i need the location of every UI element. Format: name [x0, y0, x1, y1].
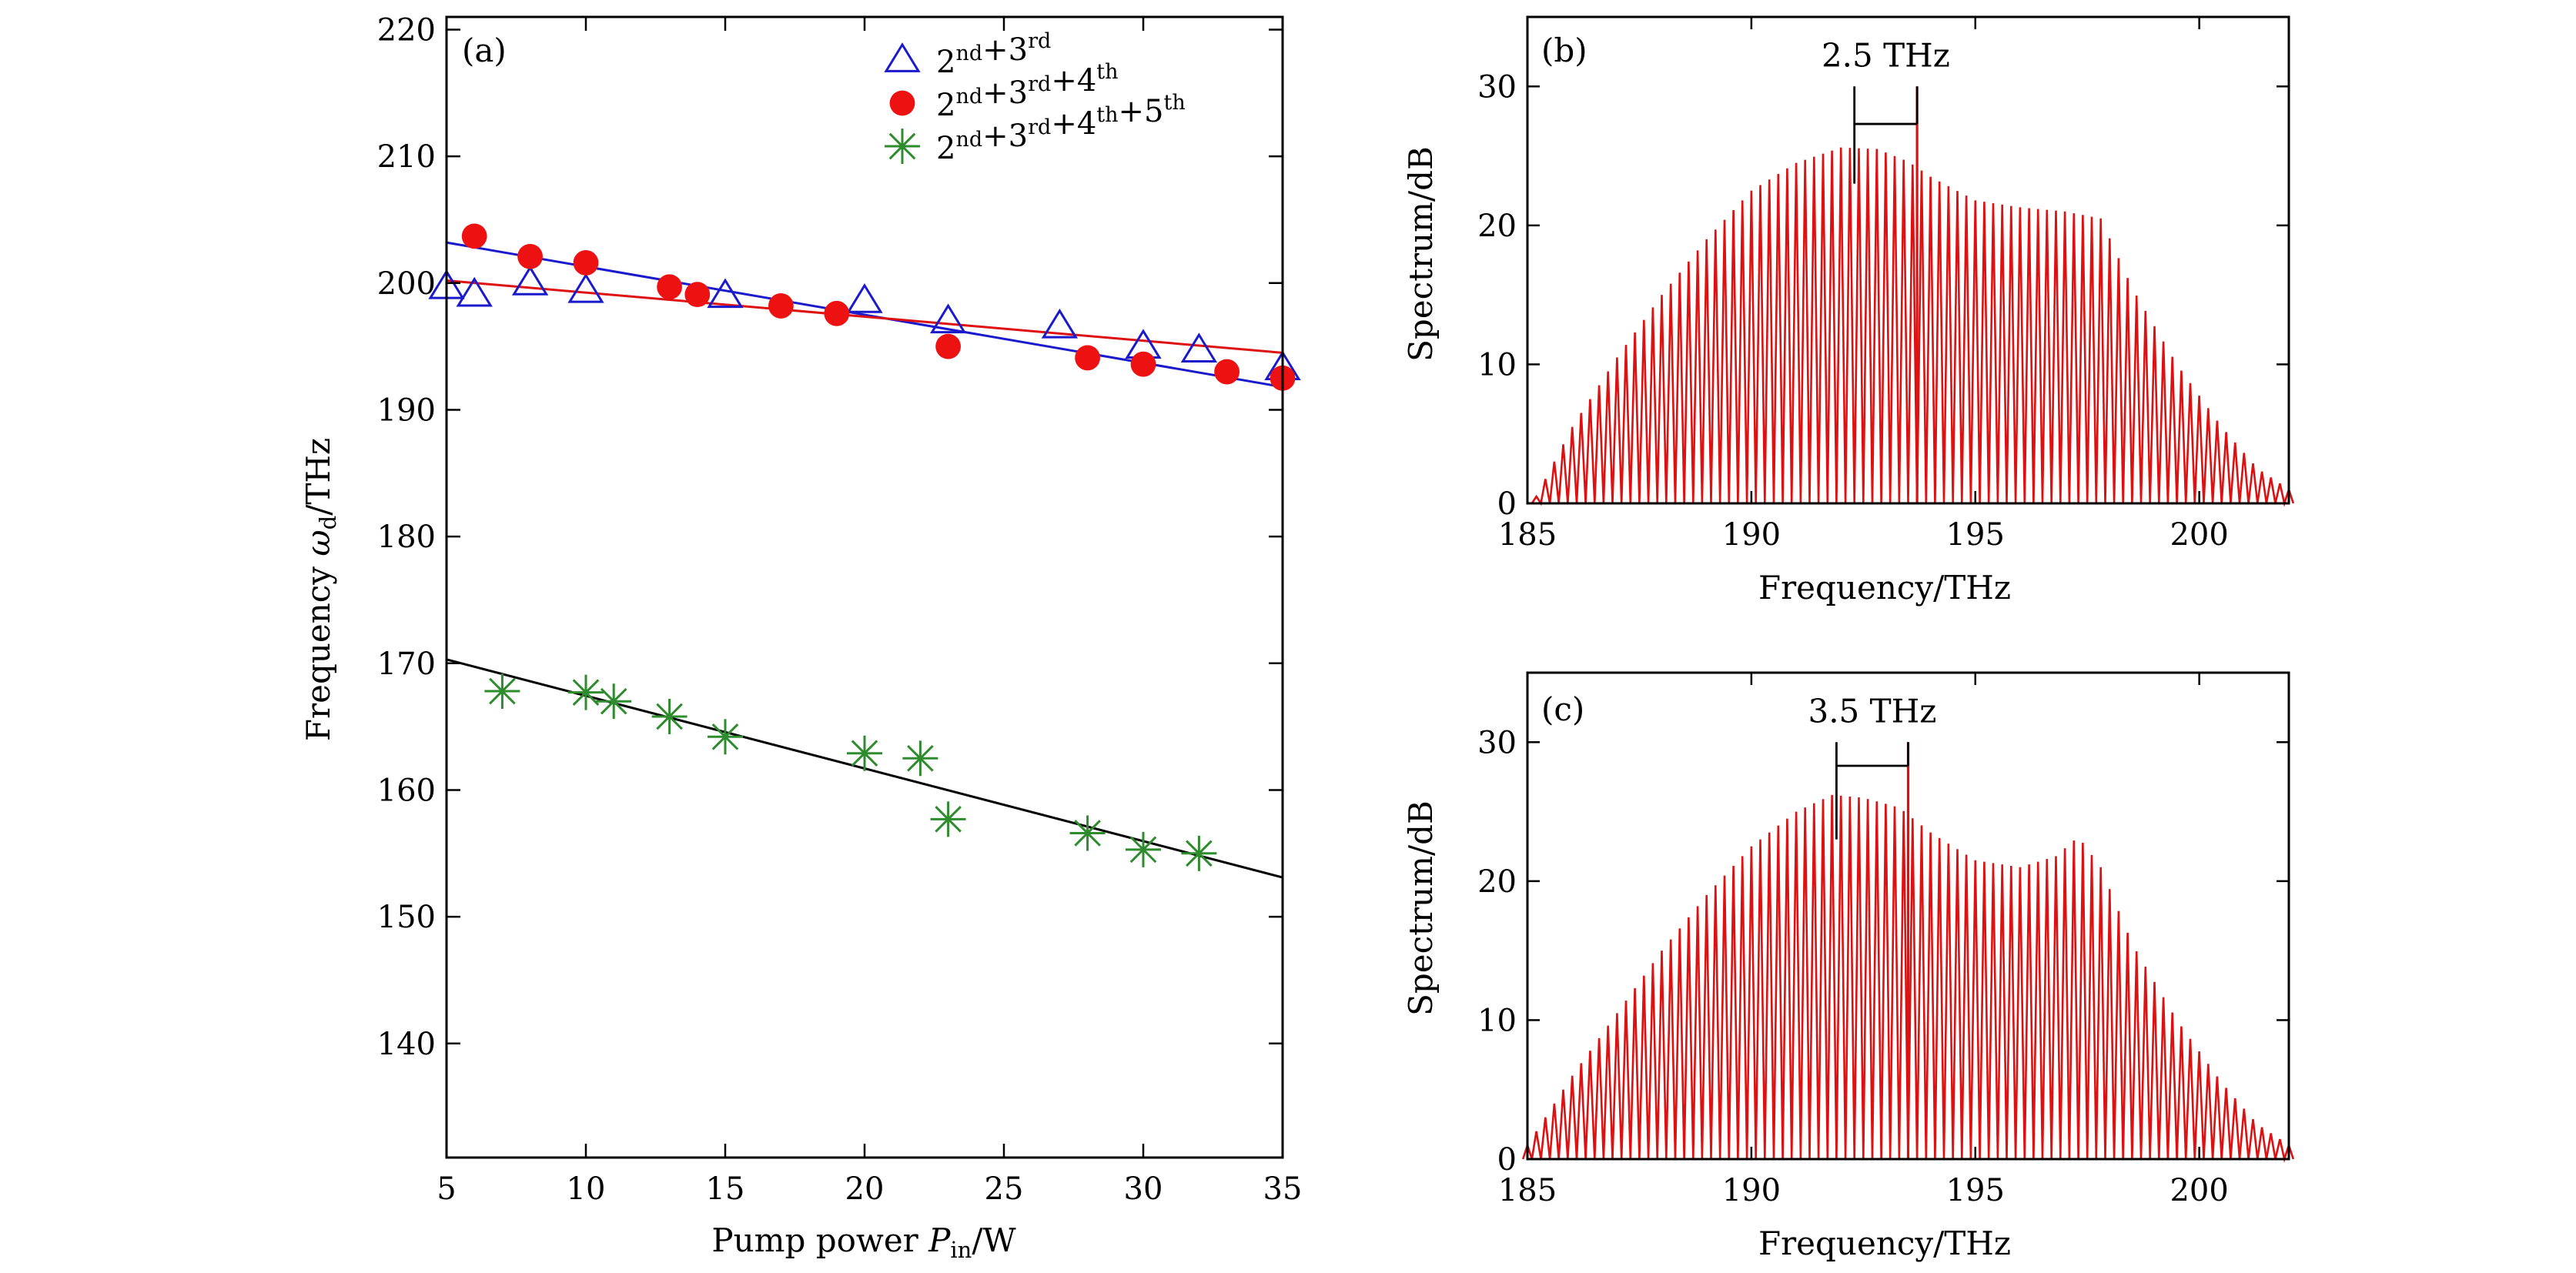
data-point — [657, 274, 682, 300]
y-tick-label: 20 — [1477, 209, 1517, 244]
data-point — [768, 293, 794, 319]
data-point — [1181, 835, 1217, 871]
x-tick-label: 190 — [1722, 517, 1781, 553]
x-tick-label: 15 — [706, 1171, 745, 1207]
data-point — [929, 303, 967, 334]
data-point — [884, 42, 921, 72]
data-point — [1126, 831, 1161, 867]
x-tick-label: 20 — [845, 1171, 885, 1207]
fit-line — [446, 241, 1283, 389]
x-axis-title: Pump power Pin/W — [711, 1221, 1016, 1263]
data-point — [885, 129, 920, 164]
data-point — [1075, 345, 1100, 371]
data-point — [461, 223, 487, 249]
spectrum-comb — [1531, 86, 2295, 507]
data-point — [1041, 308, 1079, 339]
data-point — [1069, 815, 1106, 851]
panel-c-spectrum: 185 190 195 200 0 10 20 30 3.5 THz (c) Frequenc… — [1402, 671, 2295, 1262]
legend-label: 2nd+3rd+4th+5th — [936, 91, 1186, 166]
data-point — [484, 673, 520, 710]
y-tick-label: 150 — [377, 900, 436, 935]
x-axis-title: Frequency/THz — [1758, 1225, 2011, 1262]
x-tick-label: 25 — [985, 1171, 1024, 1207]
data-point — [1130, 351, 1156, 377]
y-tick-label: 10 — [1477, 347, 1517, 383]
y-tick-label: 0 — [1497, 1142, 1517, 1178]
y-tick-label: 180 — [377, 520, 436, 555]
y-tick-label: 30 — [1477, 69, 1517, 105]
plot-frame — [1526, 15, 2290, 505]
y-axis-title: Spectrum/dB — [1402, 146, 1440, 362]
y-tick-label: 140 — [377, 1027, 436, 1062]
data-point — [902, 740, 938, 777]
panel-a-axes: 5 10 15 20 25 30 35 140 150 160 170 180 190 200 210 220 — [377, 12, 1303, 1207]
data-point — [846, 282, 883, 313]
panel-b-axes: 185 190 195 200 0 10 20 30 — [1477, 15, 2290, 553]
data-point — [889, 90, 915, 116]
data-point — [1180, 332, 1218, 363]
y-axis-title: Frequency ωd/THz — [299, 438, 341, 741]
y-tick-label: 190 — [377, 393, 436, 428]
x-tick-label: 185 — [1498, 1173, 1557, 1208]
data-point — [824, 300, 850, 326]
x-tick-label: 195 — [1946, 517, 2005, 553]
panel-a-scatter: (a) 5 10 15 20 25 30 35 140 150 160 170 180 190 200 21… — [299, 12, 1302, 1263]
data-point — [684, 282, 711, 308]
y-tick-label: 0 — [1497, 486, 1517, 522]
x-axis-title: Frequency/THz — [1758, 569, 2011, 606]
y-tick-label: 20 — [1477, 864, 1517, 900]
fit-line — [446, 279, 1283, 354]
data-point — [568, 674, 604, 710]
data-point — [573, 250, 599, 276]
y-tick-label: 170 — [377, 647, 436, 682]
y-tick-label: 30 — [1477, 725, 1517, 760]
data-point — [847, 735, 882, 771]
x-tick-label: 30 — [1124, 1171, 1163, 1207]
y-tick-label: 210 — [377, 139, 436, 175]
panel-c-axes: 185 190 195 200 0 10 20 30 — [1477, 671, 2290, 1208]
data-point — [930, 801, 966, 837]
data-point — [567, 272, 604, 303]
panel-b-spectrum: 185 190 195 200 0 10 20 30 2.5 THz (b) Frequenc… — [1402, 15, 2295, 606]
spacing-annotation: 2.5 THz — [1822, 36, 1950, 184]
x-tick-label: 200 — [2170, 517, 2228, 553]
data-point — [511, 265, 549, 296]
spectrum-line — [1531, 147, 2295, 507]
plot-frame — [445, 15, 1284, 1159]
panel-c-label: (c) — [1541, 690, 1584, 728]
x-tick-label: 190 — [1722, 1173, 1781, 1208]
data-point — [651, 698, 687, 734]
annotation-label: 2.5 THz — [1822, 36, 1950, 74]
spectrum-comb — [1521, 742, 2295, 1163]
panel-b-label: (b) — [1541, 32, 1587, 69]
spacing-annotation: 3.5 THz — [1808, 692, 1936, 840]
legend-label: 2nd+3rd — [936, 29, 1051, 80]
plot-frame — [1526, 671, 2290, 1161]
fit-lines — [446, 241, 1283, 879]
y-axis-title: Spectrum/dB — [1402, 800, 1440, 1016]
data-point — [517, 243, 543, 269]
data-point — [456, 276, 493, 307]
panel-a-label: (a) — [462, 32, 507, 69]
x-tick-label: 200 — [2170, 1173, 2228, 1208]
data-point — [1214, 359, 1239, 385]
data-point — [708, 719, 743, 755]
x-tick-label: 35 — [1263, 1171, 1303, 1207]
y-tick-label: 160 — [377, 773, 436, 808]
x-tick-label: 5 — [437, 1171, 456, 1207]
x-tick-label: 185 — [1498, 517, 1557, 553]
data-point — [596, 683, 632, 720]
x-tick-label: 10 — [567, 1171, 606, 1207]
data-points — [428, 223, 1301, 871]
y-tick-label: 200 — [377, 266, 436, 302]
legend-label: 2nd+3rd+4th — [936, 60, 1119, 123]
data-point — [707, 278, 744, 309]
annotation-label: 3.5 THz — [1808, 692, 1936, 730]
data-point — [935, 333, 961, 359]
y-tick-label: 10 — [1477, 1003, 1517, 1038]
y-tick-label: 220 — [377, 12, 436, 48]
x-tick-label: 195 — [1946, 1173, 2005, 1208]
